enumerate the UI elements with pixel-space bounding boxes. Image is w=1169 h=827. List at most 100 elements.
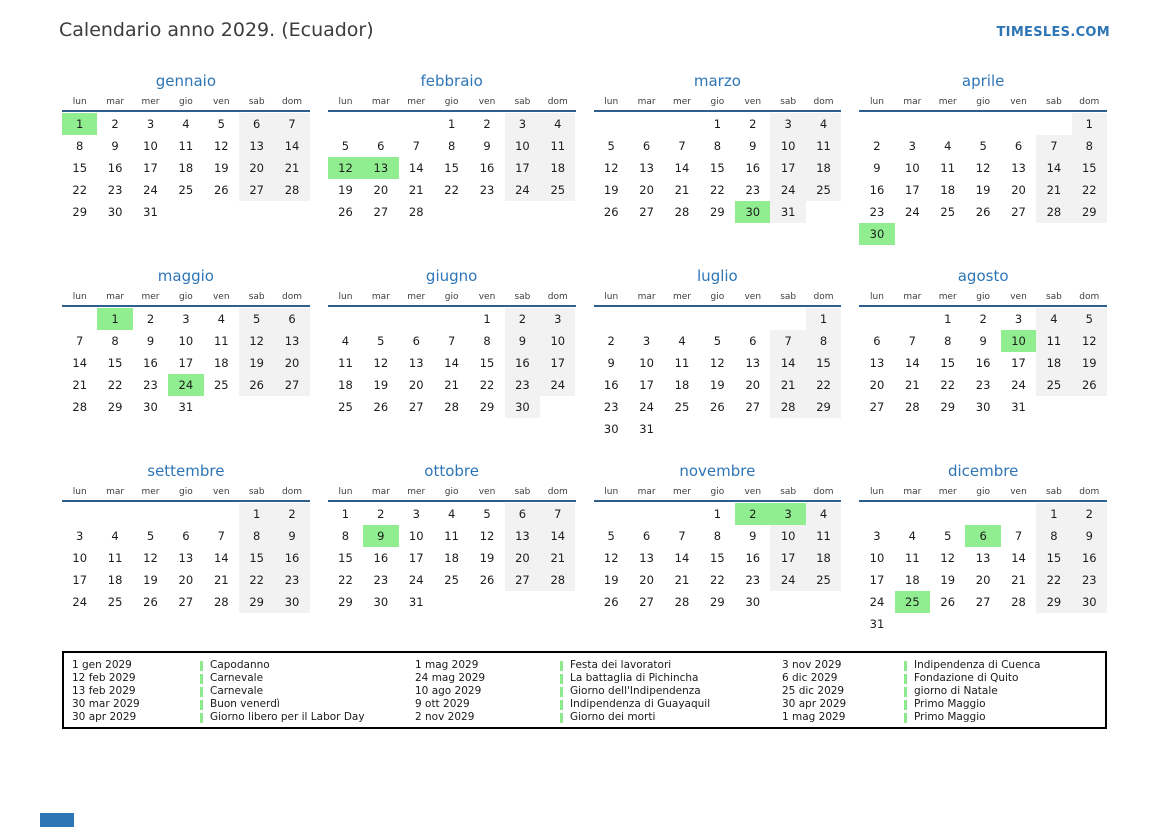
day-cell: 20: [178, 573, 194, 587]
day-cell: 15: [238, 547, 275, 569]
empty-cell: [434, 308, 469, 330]
empty-cell: [895, 113, 930, 135]
day-cell: 6: [1014, 139, 1023, 153]
holiday-name-label: Giorno dell'Indipendenza: [570, 685, 701, 697]
day-cell: 24: [770, 569, 806, 591]
day-cell: 12: [603, 551, 619, 565]
day-cell: 19: [479, 551, 495, 565]
day-cell: 4: [805, 503, 842, 525]
day-cell: 14: [674, 161, 690, 175]
day-cell: 30: [107, 205, 123, 219]
holiday-tick-icon: [560, 686, 563, 697]
day-cell: 20: [408, 378, 424, 392]
day-cell: 22: [805, 374, 842, 396]
brand-link[interactable]: TIMESLES.COM: [996, 25, 1110, 40]
empty-cell: [965, 503, 1000, 525]
empty-cell: [770, 591, 805, 613]
weekday-label: dom: [1079, 97, 1100, 107]
day-cell: 9: [607, 356, 615, 370]
day-cell: 9: [504, 330, 541, 352]
empty-cell: [434, 201, 469, 223]
day-cell: 1: [483, 312, 491, 326]
day-cell: 15: [1071, 157, 1107, 179]
empty-cell: [1036, 396, 1071, 418]
day-cell: 16: [745, 161, 761, 175]
day-cell: 2: [873, 139, 881, 153]
day-cell: 19: [940, 573, 956, 587]
month-febbraio: febbraio lun mar mer gio ven sab dom 1 2 3 4 5 6 7 8 9 10…: [327, 72, 576, 252]
day-cell: 14: [674, 551, 690, 565]
empty-cell: [469, 591, 504, 613]
weekday-label: mar: [637, 97, 656, 107]
day-cell: 8: [111, 334, 119, 348]
day-cell: 21: [674, 183, 690, 197]
day-cell: 24: [869, 595, 885, 609]
empty-cell: [204, 201, 239, 223]
weekday-label: dom: [813, 292, 834, 302]
weekday-label: mar: [903, 292, 922, 302]
weekday-label: lun: [338, 487, 353, 497]
weekday-label: mer: [141, 97, 160, 107]
day-cell: 18: [107, 573, 123, 587]
empty-cell: [664, 113, 699, 135]
weekday-header-row: lun mar mer gio ven sab dom: [327, 97, 576, 112]
day-cell: 29: [1036, 591, 1072, 613]
day-cell: 8: [238, 525, 275, 547]
empty-cell: [505, 591, 540, 613]
weekday-label: mer: [141, 487, 160, 497]
day-cell: 26: [479, 573, 495, 587]
day-cell: 3: [540, 308, 576, 330]
day-cell: 17: [770, 547, 806, 569]
day-cell: 28: [408, 205, 424, 219]
weekday-header-row: lun mar mer gio ven sab dom: [327, 487, 576, 502]
empty-cell: [168, 201, 203, 223]
day-cell: 30: [975, 400, 991, 414]
day-cell: 17: [143, 161, 158, 175]
weekday-label: lun: [869, 487, 884, 497]
day-cell: 20: [504, 547, 541, 569]
day-cell: 23: [869, 205, 885, 219]
day-cell: 8: [1071, 135, 1107, 157]
weekday-label: sab: [248, 292, 265, 302]
day-cell: 18: [905, 573, 920, 587]
day-cell: 24: [770, 179, 806, 201]
day-cell: 22: [710, 573, 725, 587]
weekday-label: ven: [478, 487, 496, 497]
day-cell: 5: [238, 308, 275, 330]
empty-cell: [930, 223, 965, 245]
day-cell: 27: [408, 400, 424, 414]
holiday-tick-icon: [560, 699, 563, 710]
day-cell: 4: [447, 507, 456, 521]
day-cell: 1: [97, 308, 133, 330]
holiday-date: 30 apr 2029: [72, 711, 137, 723]
day-cell: 9: [483, 139, 491, 153]
month-maggio: maggio lun mar mer gio ven sab dom 1 2 3 4 5 6 7 8 9 10 11…: [62, 267, 310, 447]
day-cell: 2: [377, 507, 385, 521]
day-cell: 1: [62, 113, 98, 135]
day-cell: 4: [341, 334, 350, 348]
day-cell: 7: [1014, 529, 1023, 543]
weekday-label: ven: [478, 292, 496, 302]
holiday-name: Fondazione di Quito: [904, 672, 1105, 685]
day-cell: 6: [274, 308, 310, 330]
day-cell: 5: [341, 139, 350, 153]
day-cell: 20: [373, 183, 389, 197]
day-cell: 14: [905, 356, 920, 370]
day-cell: 23: [274, 569, 310, 591]
day-cell: 3: [146, 117, 155, 131]
empty-cell: [895, 223, 930, 245]
empty-cell: [1072, 223, 1107, 245]
day-cell: 29: [710, 205, 725, 219]
empty-cell: [664, 308, 699, 330]
weekday-label: gio: [179, 487, 193, 497]
day-cell: 16: [975, 356, 991, 370]
day-cell: 16: [745, 551, 761, 565]
day-cell: 24: [143, 183, 158, 197]
day-cell: 19: [603, 183, 619, 197]
day-cell: 3: [770, 503, 806, 525]
day-cell: 16: [869, 183, 885, 197]
day-cell: 29: [805, 396, 842, 418]
day-cell: 25: [213, 378, 229, 392]
empty-cell: [594, 308, 629, 330]
day-cell: 3: [908, 139, 916, 153]
